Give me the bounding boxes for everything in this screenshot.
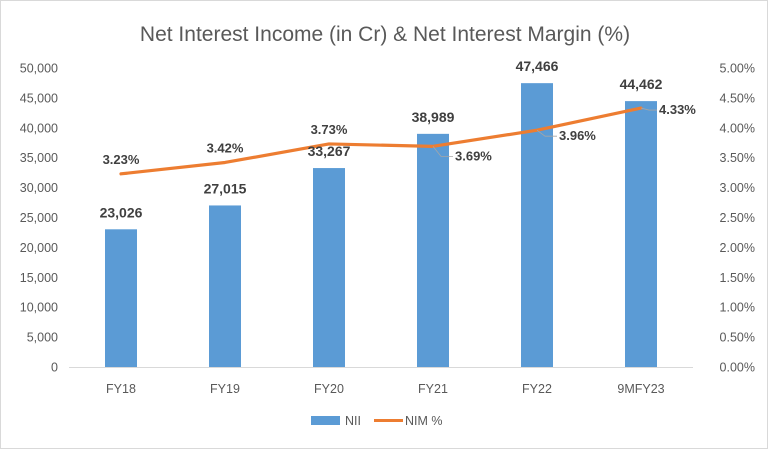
nii-value-label: 23,026 <box>100 204 143 220</box>
x-axis-category-label: FY18 <box>106 382 136 396</box>
right-axis-tick: 4.00% <box>720 121 755 135</box>
right-y-axis: 5.00% 4.50% 4.00% 3.50% 3.00% 2.50% 2.00% 1.50%… <box>720 62 755 375</box>
chart-title: Net Interest Income (in Cr) & Net Intere… <box>140 23 630 46</box>
nii-value-label: 44,462 <box>620 76 663 92</box>
nii-value-label: 38,989 <box>412 109 455 125</box>
nii-bar <box>625 101 657 367</box>
left-axis-tick: 15,000 <box>20 271 58 285</box>
left-y-axis: 50,000 45,000 40,000 35,000 30,000 25,000 20,0… <box>20 62 58 375</box>
nii-data-labels: 23,026 27,015 33,267 38,989 47,466 44,462 <box>100 58 663 220</box>
nii-bar <box>417 133 449 367</box>
right-axis-tick: 0.00% <box>720 361 755 375</box>
left-axis-tick: 45,000 <box>20 91 58 105</box>
leader-line <box>640 107 657 111</box>
nim-value-label: 3.69% <box>455 148 492 163</box>
legend-nii-label: NII <box>345 414 361 428</box>
x-axis-category-label: FY20 <box>314 382 344 396</box>
nim-polyline <box>119 106 643 176</box>
left-axis-tick: 10,000 <box>20 301 58 315</box>
nii-bar <box>521 83 553 367</box>
left-axis-tick: 0 <box>51 361 58 375</box>
legend: NII NIM % <box>311 414 443 428</box>
right-axis-tick: 1.50% <box>720 271 755 285</box>
nim-value-label: 3.73% <box>311 122 348 137</box>
nii-bars <box>105 83 657 367</box>
nii-bar <box>105 229 137 367</box>
nii-value-label: 33,267 <box>308 143 351 159</box>
nii-bar <box>209 205 241 367</box>
legend-nim-label: NIM % <box>405 414 443 428</box>
right-axis-tick: 1.00% <box>720 301 755 315</box>
leader-line <box>536 129 557 137</box>
x-axis-categories: FY18 FY19 FY20 FY21 FY22 9MFY23 <box>106 382 665 396</box>
left-axis-tick: 20,000 <box>20 241 58 255</box>
left-axis-tick: 40,000 <box>20 121 58 135</box>
right-axis-tick: 0.50% <box>720 331 755 345</box>
nim-data-labels: 3.23% 3.42% 3.73% 3.69% 3.96% 4.33% <box>103 102 697 167</box>
nii-value-label: 27,015 <box>204 180 247 196</box>
left-axis-tick: 35,000 <box>20 151 58 165</box>
nim-value-label: 3.96% <box>559 128 596 143</box>
right-axis-tick: 5.00% <box>720 62 755 76</box>
x-axis-category-label: FY21 <box>418 382 448 396</box>
nii-bar <box>313 168 345 367</box>
left-axis-tick: 5,000 <box>27 331 58 345</box>
nim-value-label: 3.42% <box>207 140 244 155</box>
nii-value-label: 47,466 <box>516 58 559 74</box>
right-axis-tick: 3.00% <box>720 181 755 195</box>
legend-bar-swatch-icon <box>311 416 340 425</box>
right-axis-tick: 3.50% <box>720 151 755 165</box>
nim-value-label: 3.23% <box>103 152 140 167</box>
nim-line <box>119 106 643 176</box>
left-axis-tick: 50,000 <box>20 62 58 76</box>
x-axis-category-label: 9MFY23 <box>617 382 664 396</box>
x-axis-category-label: FY19 <box>210 382 240 396</box>
leader-line <box>432 146 453 157</box>
nim-value-label: 4.33% <box>659 102 696 117</box>
right-axis-tick: 4.50% <box>720 91 755 105</box>
left-axis-tick: 25,000 <box>20 211 58 225</box>
left-axis-tick: 30,000 <box>20 181 58 195</box>
right-axis-tick: 2.00% <box>720 241 755 255</box>
right-axis-tick: 2.50% <box>720 211 755 225</box>
x-axis-category-label: FY22 <box>522 382 552 396</box>
